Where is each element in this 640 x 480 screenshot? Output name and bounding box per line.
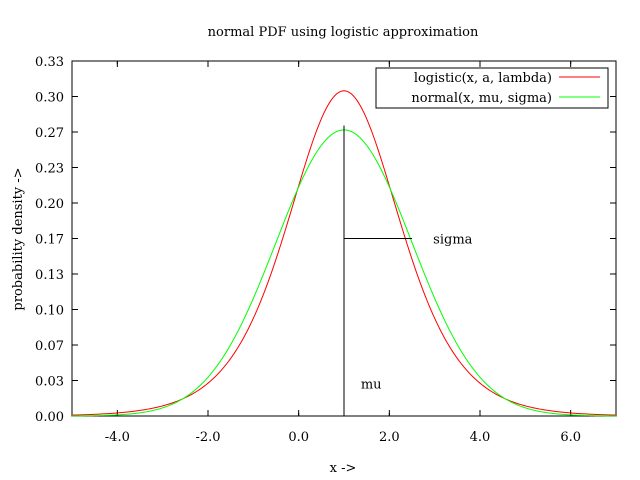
x-tick-label: 4.0 — [470, 430, 491, 445]
series-line-logistic — [71, 90, 617, 416]
y-tick-label: 0.33 — [35, 55, 64, 70]
y-tick-label: 0.00 — [35, 410, 64, 425]
mu-label: mu — [361, 378, 382, 393]
x-tick-label: 0.0 — [288, 430, 309, 445]
x-axis-label: x -> — [330, 461, 357, 476]
x-tick-label: -2.0 — [195, 430, 220, 445]
legend-label-logistic: logistic(x, a, lambda) — [414, 71, 552, 86]
legend: logistic(x, a, lambda) normal(x, mu, sig… — [375, 67, 609, 109]
annotations: mu sigma — [343, 125, 473, 416]
y-tick-label: 0.07 — [35, 339, 64, 354]
legend-box — [375, 67, 609, 109]
y-tick-label: 0.13 — [35, 268, 64, 283]
y-tick-label: 0.17 — [35, 233, 64, 248]
x-tick-label: 2.0 — [379, 430, 400, 445]
y-tick-label: 0.10 — [35, 304, 64, 319]
sigma-label: sigma — [433, 233, 472, 248]
y-tick-label: 0.27 — [35, 126, 64, 141]
x-tick-label: -4.0 — [105, 430, 130, 445]
y-tick-label: 0.30 — [35, 91, 64, 106]
legend-label-normal: normal(x, mu, sigma) — [411, 91, 552, 106]
x-axis-ticks: -4.0 -2.0 0.0 2.0 4.0 6.0 — [105, 61, 581, 445]
x-tick-label: 6.0 — [560, 430, 581, 445]
y-tick-label: 0.03 — [35, 375, 64, 390]
chart-title: normal PDF using logistic approximation — [208, 25, 479, 40]
y-tick-label: 0.23 — [35, 162, 64, 177]
y-tick-label: 0.20 — [35, 197, 64, 212]
y-axis-label: probability density -> — [11, 167, 26, 310]
y-axis-ticks: 0.00 0.03 0.07 0.10 0.13 0.17 0.20 0.23 0.27 0.30… — [35, 55, 616, 425]
